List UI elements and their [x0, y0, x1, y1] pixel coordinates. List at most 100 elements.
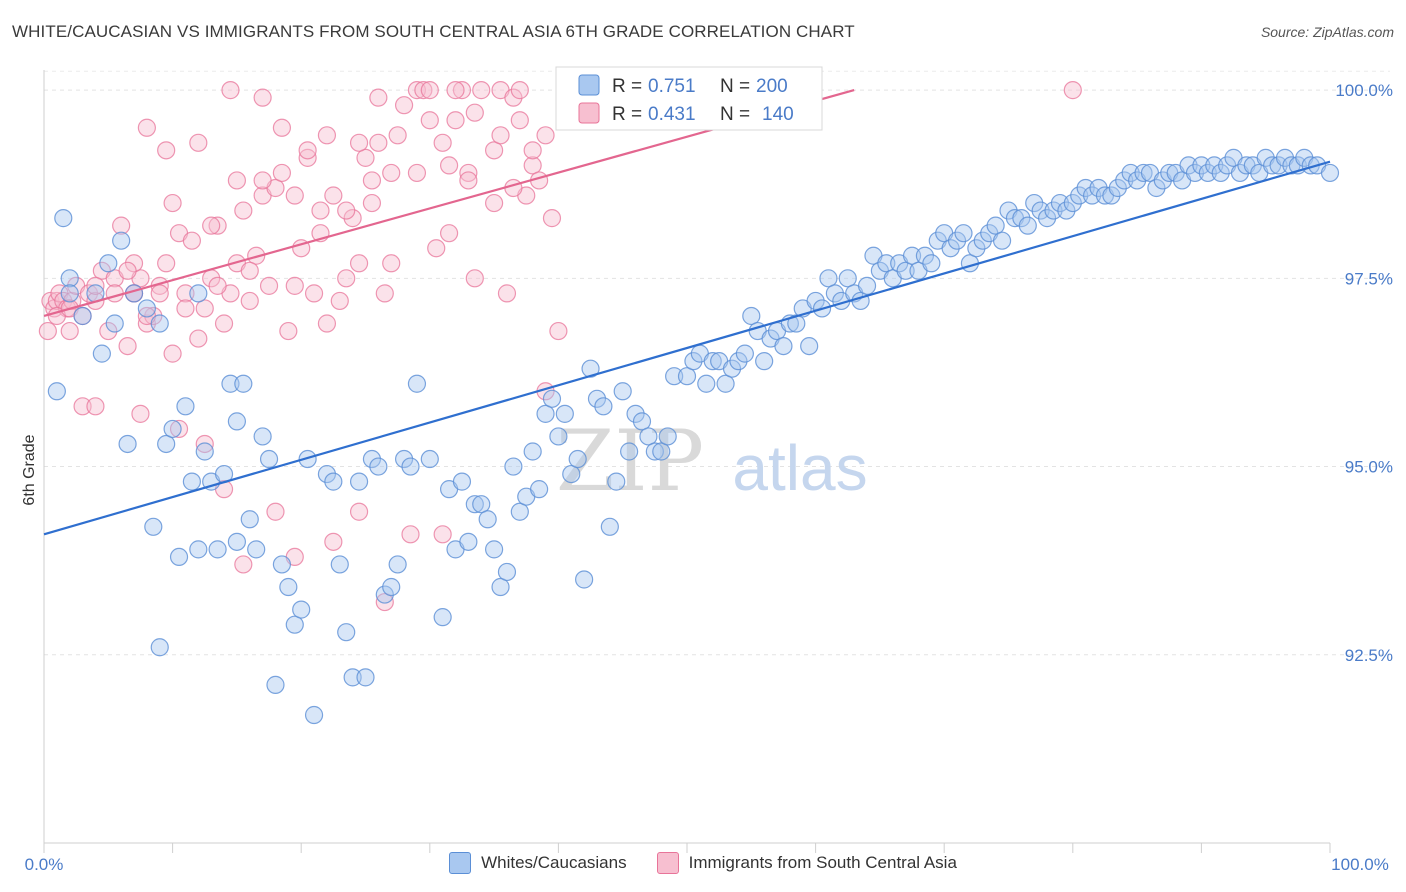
blue-point-17	[163, 419, 182, 439]
blue-point-51	[375, 585, 394, 604]
pink-point-52	[343, 209, 362, 228]
pink-point-121	[266, 502, 285, 521]
pink-point-112	[485, 193, 504, 213]
blue-point-46	[343, 668, 362, 687]
pink-point-69	[465, 269, 484, 288]
pink-point-20	[137, 314, 156, 333]
blue-point-39	[292, 600, 311, 619]
blue-point-151	[1037, 209, 1057, 228]
pink-point-110	[439, 224, 459, 243]
legend-label-immigrants: Immigrants from South Central Asia	[688, 853, 957, 872]
pink-point-131	[86, 276, 105, 295]
pink-point-133	[118, 261, 137, 280]
blue-point-84	[600, 517, 619, 536]
pink-point-87	[272, 118, 292, 137]
blue-point-104	[735, 344, 754, 363]
blue-point-1	[54, 209, 73, 228]
blue-point-129	[896, 261, 915, 280]
legend-r-label-2: R =	[612, 104, 642, 125]
blue-point-66	[485, 540, 504, 559]
blue-point-107	[755, 352, 774, 371]
blue-point-149	[1025, 193, 1044, 213]
pink-point-113	[504, 178, 523, 198]
pink-point-120	[234, 555, 253, 574]
legend-n-label-2: N =	[720, 104, 750, 125]
pink-point-47	[311, 201, 330, 220]
blue-point-103	[729, 352, 748, 371]
pink-point-109	[407, 163, 427, 183]
blue-point-150	[1031, 201, 1050, 220]
blue-point-162	[1108, 178, 1127, 198]
pink-point-26	[176, 284, 195, 303]
pink-point-56	[369, 133, 388, 152]
pink-point-139	[240, 261, 259, 280]
blue-point-96	[684, 352, 703, 371]
pink-point-11	[79, 284, 99, 303]
pink-point-65	[439, 156, 459, 175]
pink-point-49	[324, 186, 343, 205]
pink-point-106	[337, 201, 356, 220]
blue-point-91	[645, 442, 664, 461]
blue-point-29	[227, 412, 246, 431]
blue-point-21	[189, 540, 208, 559]
blue-point-74	[536, 404, 555, 423]
pink-point-100	[163, 193, 182, 213]
pink-point-31	[208, 216, 227, 235]
pink-point-68	[459, 163, 478, 183]
blue-point-89	[632, 412, 652, 431]
pink-point-32	[214, 314, 234, 333]
pink-point-140	[1063, 81, 1082, 100]
blue-point-130	[902, 246, 922, 265]
blue-point-27	[221, 374, 240, 393]
blue-point-83	[594, 397, 613, 416]
pink-point-103	[253, 171, 272, 190]
blue-point-147	[1012, 209, 1031, 228]
pink-point-83	[157, 141, 176, 160]
pink-point-10	[73, 397, 92, 416]
legend-swatch-blue	[449, 852, 472, 874]
blue-point-194	[1320, 163, 1340, 183]
blue-point-156	[1070, 186, 1089, 205]
blue-point-85	[607, 472, 626, 491]
blue-point-18	[169, 547, 189, 567]
blue-point-77	[555, 404, 574, 423]
blue-point-62	[459, 532, 478, 551]
blue-point-176	[1198, 163, 1217, 183]
blue-point-164	[1121, 163, 1140, 183]
blue-point-117	[819, 269, 838, 288]
legend-item-whites: Whites/Caucasians	[449, 852, 627, 874]
blue-point-13	[144, 517, 163, 536]
blue-point-35	[266, 675, 285, 694]
legend-r-value-2: 0.431	[648, 104, 696, 125]
pink-point-127	[433, 525, 452, 544]
blue-point-161	[1102, 186, 1121, 205]
chart-source: Source: ZipAtlas.com	[1260, 24, 1394, 40]
blue-point-63	[465, 495, 484, 514]
blue-point-144	[992, 231, 1012, 250]
blue-point-6	[92, 344, 111, 363]
pink-point-90	[349, 133, 369, 152]
blue-point-7	[99, 254, 118, 273]
blue-point-28	[227, 532, 246, 551]
pink-point-53	[349, 254, 369, 273]
pink-point-39	[259, 276, 279, 295]
pink-point-62	[420, 81, 439, 100]
legend-bottom: Whites/Caucasians Immigrants from South …	[0, 852, 1406, 874]
legend-box: R = 0.751 N = 200 R = 0.431 N = 140	[555, 66, 823, 131]
pink-point-70	[472, 81, 491, 100]
pink-point-36	[240, 291, 259, 311]
blue-point-153	[1050, 193, 1070, 213]
pink-point-60	[407, 81, 427, 100]
blue-point-114	[800, 336, 819, 356]
blue-point-43	[324, 472, 343, 491]
legend-r-label-1: R =	[612, 76, 642, 97]
blue-point-65	[478, 510, 497, 529]
blue-point-80	[575, 570, 594, 589]
blue-point-92	[652, 442, 671, 461]
blue-point-70	[510, 502, 529, 521]
blue-point-42	[317, 464, 337, 484]
legend-n-label-1: N =	[720, 76, 750, 97]
legend-item-immigrants: Immigrants from South Central Asia	[656, 852, 957, 874]
blue-point-14	[150, 638, 169, 657]
